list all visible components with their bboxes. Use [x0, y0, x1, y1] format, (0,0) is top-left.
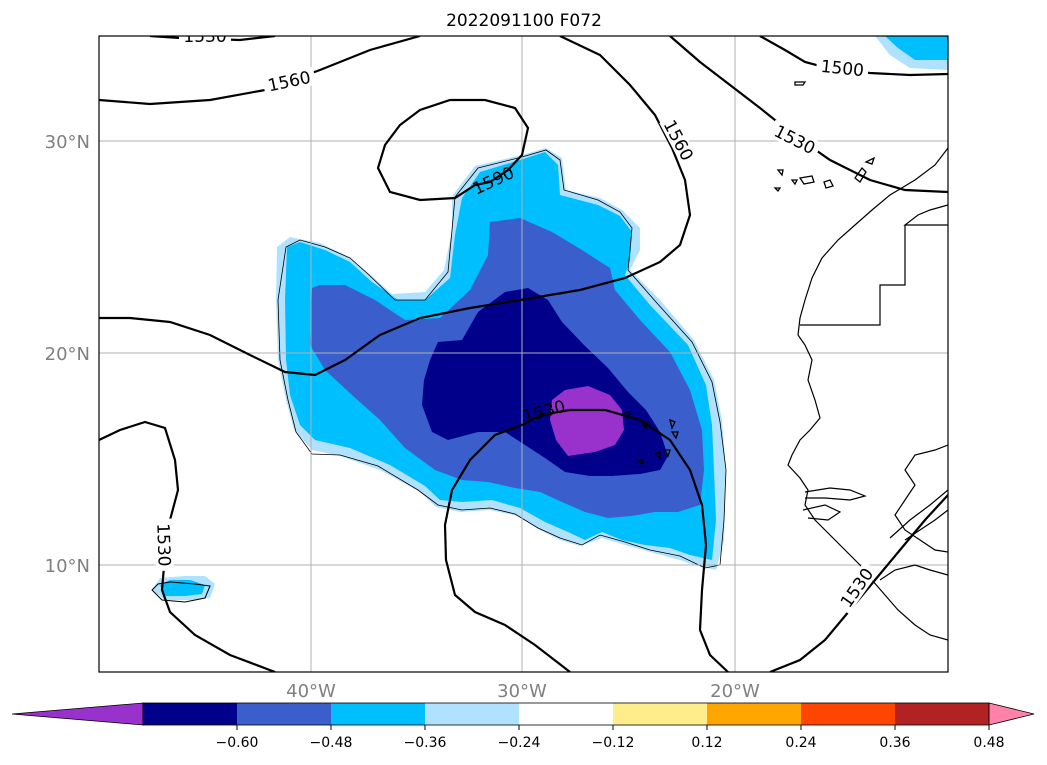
colorbar-tick-label: −0.24	[498, 735, 541, 751]
contour-1560-north	[99, 36, 421, 106]
map-title: 2022091100 F072	[446, 11, 602, 31]
colorbar-segment	[707, 703, 802, 725]
lat-labels: 30°N 20°N 10°N	[45, 132, 90, 577]
colorbar-tick-label: −0.48	[310, 735, 353, 751]
colorbar: −0.60 −0.48 −0.36 −0.24 −0.12 0.12 0.24 0.36 0.4…	[11, 702, 1035, 751]
colorbar-frame	[142, 702, 990, 726]
shading-purple-main	[550, 386, 624, 456]
contour-1530-west	[99, 420, 276, 672]
colorbar-segment	[895, 703, 990, 725]
lon-labels: 40°W 30°W 20°W	[286, 681, 760, 702]
colorbar-tick-label: 0.12	[691, 735, 722, 751]
contour-1530-south	[521, 408, 729, 672]
colorbar-segment	[801, 703, 896, 725]
contour-1590-loop	[376, 98, 530, 202]
contour-label: 1530	[183, 27, 226, 47]
colorbar-segment	[519, 703, 614, 725]
colorbar-segment	[143, 703, 238, 725]
lat-label: 30°N	[45, 132, 90, 153]
colorbar-tick-label: −0.60	[216, 735, 259, 751]
colorbar-segment	[613, 703, 708, 725]
colorbar-arrow-high	[988, 702, 1035, 726]
map-area: 1530 1560 1500 1560 1530 1590 1530 1530 …	[99, 27, 948, 672]
colorbar-tick-label: 0.36	[879, 735, 910, 751]
contour-1560-east	[99, 36, 692, 377]
islands	[620, 81, 876, 466]
contour-label: 1500	[820, 57, 865, 81]
colorbar-tick-label: −0.36	[404, 735, 447, 751]
lat-label: 10°N	[45, 556, 90, 577]
colorbar-tick-label: −0.12	[592, 735, 635, 751]
map-frame	[98, 35, 949, 673]
shading-deepsky-ne	[885, 36, 948, 60]
coastlines	[787, 147, 948, 641]
colorbar-segment	[425, 703, 520, 725]
anomaly-outline	[277, 149, 727, 569]
colorbar-arrow-low	[11, 702, 144, 726]
colorbar-segment	[237, 703, 332, 725]
contour-label: 1530	[771, 122, 819, 159]
lon-label: 40°W	[286, 681, 336, 702]
contour-label: 1530	[152, 523, 173, 567]
contour-label: 1560	[266, 68, 312, 97]
lat-label: 20°N	[45, 344, 90, 365]
colorbar-tick-label: 0.48	[973, 735, 1004, 751]
lon-label: 30°W	[497, 681, 547, 702]
contour-1530-south-b	[443, 423, 571, 672]
lon-label: 20°W	[710, 681, 760, 702]
colorbar-tick-label: 0.24	[785, 735, 816, 751]
colorbar-segment	[331, 703, 426, 725]
